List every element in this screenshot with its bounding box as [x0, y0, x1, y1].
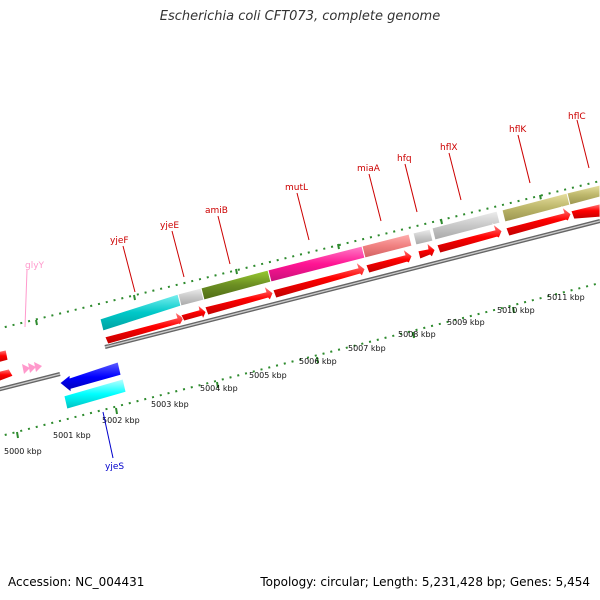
gene-label-miaA: miaA: [357, 164, 381, 174]
cds-arrow-left-2: [0, 368, 14, 382]
cds-arrow-mutL: [272, 260, 366, 299]
axis-label: 5006 kbp: [299, 357, 337, 366]
axis-label: 5001 kbp: [53, 431, 91, 440]
gene-label-glyY: glyY: [25, 261, 45, 271]
axis-label: 5000 kbp: [4, 447, 42, 456]
gene-block-yjeE: [177, 287, 205, 307]
backbone: [0, 219, 600, 392]
gene-label-hflK: hflK: [509, 125, 527, 135]
axis-label: 5008 kbp: [398, 330, 436, 339]
gene-block-hflC: [566, 184, 600, 206]
cds-track-reverse: [59, 361, 127, 410]
cds-track-forward: [0, 203, 600, 382]
outer-tick-ring: [0, 180, 600, 330]
axis-label: 5010 kbp: [497, 306, 535, 315]
genome-title: Escherichia coli CFT073, complete genome: [159, 9, 441, 24]
cds-arrow-reverse-blue: [59, 361, 122, 393]
accession-text: Accession: NC_004431: [8, 575, 145, 589]
axis-label: 5011 kbp: [547, 293, 585, 302]
gene-block-hfq: [412, 228, 434, 246]
gene-block-yjeS: [63, 378, 127, 410]
gene-block-hflX: [431, 210, 501, 241]
cds-arrow-yjeF: [104, 311, 185, 345]
axis-label: 5005 kbp: [249, 371, 287, 380]
gene-block-miaA: [361, 233, 413, 259]
gene-label-yjeF: yjeF: [110, 236, 129, 246]
topology-text: Topology: circular; Length: 5,231,428 bp…: [260, 575, 590, 589]
gene-labels: glyY yjeF yjeE amiB mutL miaA hfq hflX h…: [24, 112, 590, 472]
axis-label: 5002 kbp: [102, 416, 140, 425]
axis-label: 5009 kbp: [447, 318, 485, 327]
cds-arrow-hflX: [436, 222, 503, 254]
cds-arrow-hflK: [505, 205, 572, 237]
cds-arrow-amiB: [204, 284, 274, 316]
gene-label-hflX: hflX: [440, 143, 458, 153]
gene-label-hfq: hfq: [397, 154, 412, 164]
cds-arrow-hflC: [570, 203, 600, 220]
cog-track: [99, 184, 600, 332]
axis-label: 5003 kbp: [151, 400, 189, 409]
axis-labels: 5000 kbp 5001 kbp 5002 kbp 5003 kbp 5004…: [4, 293, 585, 456]
gene-label-amiB: amiB: [205, 206, 228, 216]
axis-label: 5004 kbp: [200, 384, 238, 393]
gene-label-yjeE: yjeE: [160, 221, 179, 231]
gene-label-hflC: hflC: [568, 112, 586, 122]
cds-arrow-yjeE: [180, 303, 207, 322]
gene-label-mutL: mutL: [285, 183, 308, 193]
cds-arrow-left-1: [0, 349, 9, 363]
axis-label: 5007 kbp: [348, 344, 386, 353]
gene-label-yjeS: yjeS: [105, 462, 124, 472]
cds-arrow-miaA: [365, 247, 413, 274]
trna-glyY: [22, 362, 42, 374]
cds-arrow-hfq: [417, 241, 436, 260]
inner-tick-ring: [0, 282, 600, 439]
